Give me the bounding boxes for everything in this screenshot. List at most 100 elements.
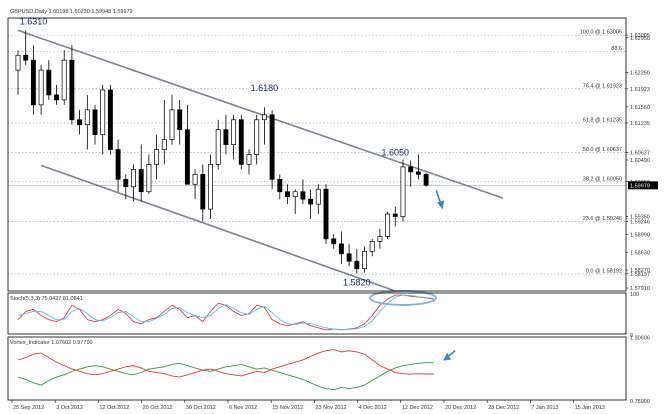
candle-body <box>315 188 321 205</box>
candle-body <box>38 69 44 106</box>
stochastic-tick-label: 0 <box>630 333 633 339</box>
candle-body <box>269 114 275 180</box>
candle-body <box>292 191 298 198</box>
stochastic-panel-frame <box>7 292 627 335</box>
vortex-plus-line <box>17 362 434 391</box>
vortex-panel: Vortex_Indicator 1.07602 0.977001.306060… <box>10 335 650 405</box>
candle-body <box>338 243 344 255</box>
candle-body <box>146 164 152 193</box>
price-tick-label: 1.62950 <box>630 36 650 42</box>
candle-body <box>169 109 175 140</box>
candle-body <box>192 174 198 185</box>
candle-body <box>138 169 144 193</box>
channel-upper-line <box>17 29 504 199</box>
fib-level-label: 0.0 @ 1.58192 <box>586 269 622 275</box>
candle-body <box>377 236 383 242</box>
vortex-panel-frame <box>7 336 627 401</box>
candle-body <box>323 188 329 240</box>
candle-body <box>30 59 36 106</box>
price-annotation: 1.6180 <box>251 83 279 93</box>
candle-body <box>77 119 83 126</box>
candle-body <box>362 250 367 270</box>
price-panel: 100.0 @ 1.63005 88.6 76.4 @ 1.61923 61.8 @ … <box>8 16 658 292</box>
candle-body <box>100 89 106 135</box>
current-price-label: 1.59979 <box>630 183 650 189</box>
chart-header: GBPUSD,Daily 1.60198 1.60230 1.59948 1.5… <box>10 9 133 15</box>
current-price-box <box>628 181 658 190</box>
projection-arrow-head <box>437 200 445 210</box>
candle-body <box>115 149 121 180</box>
price-tick-label: 1.61560 <box>630 105 650 111</box>
candle-body <box>392 213 398 217</box>
candle-body <box>231 119 237 145</box>
x-axis: 25 Sep 2012 3 Oct 2012 12 Oct 2012 20 Oct 2… <box>11 400 605 411</box>
candle-body <box>254 119 260 155</box>
x-tick-label: 12 Dec 2012 <box>402 405 433 411</box>
x-tick-label: 20 Oct 2012 <box>143 405 173 411</box>
candle-body <box>246 154 252 165</box>
candle-body <box>161 139 167 150</box>
price-tick-label: 1.57910 <box>630 286 650 292</box>
price-tick-label: 1.60490 <box>630 158 650 164</box>
candle-body <box>154 149 160 165</box>
candle-body <box>400 166 406 217</box>
candle-body <box>107 89 113 150</box>
candle-body <box>208 164 213 210</box>
x-tick-label: 4 Dec 2012 <box>359 405 387 411</box>
price-tick-label: 1.59246 <box>630 220 650 226</box>
price-tick-label: 1.62250 <box>630 71 650 77</box>
candle-body <box>131 169 136 188</box>
vortex-minus-line <box>17 349 434 378</box>
candle-body <box>423 174 429 186</box>
price-annotation: 1.6050 <box>382 147 410 157</box>
candle-body <box>223 129 229 145</box>
price-tick-label: 1.61923 <box>630 87 650 93</box>
fib-level-label: 88.6 <box>611 46 622 52</box>
price-tick-label: 1.61235 <box>630 121 650 127</box>
stochastic-signal-line <box>17 294 434 330</box>
candle-body <box>69 59 75 121</box>
candle-body <box>54 94 59 101</box>
candle-body <box>354 260 360 270</box>
candle-body <box>200 174 206 210</box>
pointer-arrow-head <box>443 352 452 361</box>
fib-level-label: 23.6 @ 1.59246 <box>583 216 622 222</box>
stochastic-main-line <box>17 294 434 331</box>
candle-body <box>369 241 375 252</box>
candle-body <box>23 54 29 61</box>
candle-body <box>46 69 52 96</box>
x-tick-label: 30 Oct 2012 <box>186 405 216 411</box>
price-annotation: 1.5820 <box>343 278 371 288</box>
x-tick-label: 12 Oct 2012 <box>99 405 129 411</box>
price-tick-label: 1.59350 <box>630 215 650 221</box>
price-tick-label: 1.58630 <box>630 250 650 256</box>
candle-body <box>346 253 352 262</box>
candle-body <box>123 178 129 188</box>
vortex-tick-label: 0.75000 <box>630 399 650 405</box>
price-panel-frame <box>7 17 627 292</box>
price-tick-label: 1.60637 <box>630 151 650 157</box>
x-tick-label: 3 Oct 2012 <box>56 405 83 411</box>
candle-body <box>308 198 314 205</box>
candle-body <box>84 109 90 126</box>
candle-body <box>184 129 190 185</box>
fib-level-label: 100.0 @ 1.63005 <box>580 30 622 36</box>
candle-body <box>277 178 283 193</box>
x-tick-label: 15 Nov 2012 <box>272 405 303 411</box>
candle-body <box>177 109 183 131</box>
stochastic-title: Stoch(5,3,3) 75.0427 81.0841 <box>10 296 83 302</box>
price-tick-label: 1.58990 <box>630 232 650 238</box>
fib-level-label: 61.8 @ 1.61235 <box>583 117 622 123</box>
candle-body <box>92 109 98 135</box>
price-tick-label: 1.58197 <box>630 272 650 278</box>
candle-body <box>300 191 306 200</box>
candle-body <box>385 213 391 237</box>
stochastic-panel: Stoch(5,3,3) 75.0427 81.0841 100 0 <box>10 290 639 339</box>
candle-body <box>238 119 244 165</box>
fib-level-label: 50.0 @ 1.60637 <box>583 147 622 153</box>
candle-body <box>408 166 414 173</box>
price-annotation: 1.6310 <box>20 16 48 26</box>
candle-body <box>331 238 337 245</box>
